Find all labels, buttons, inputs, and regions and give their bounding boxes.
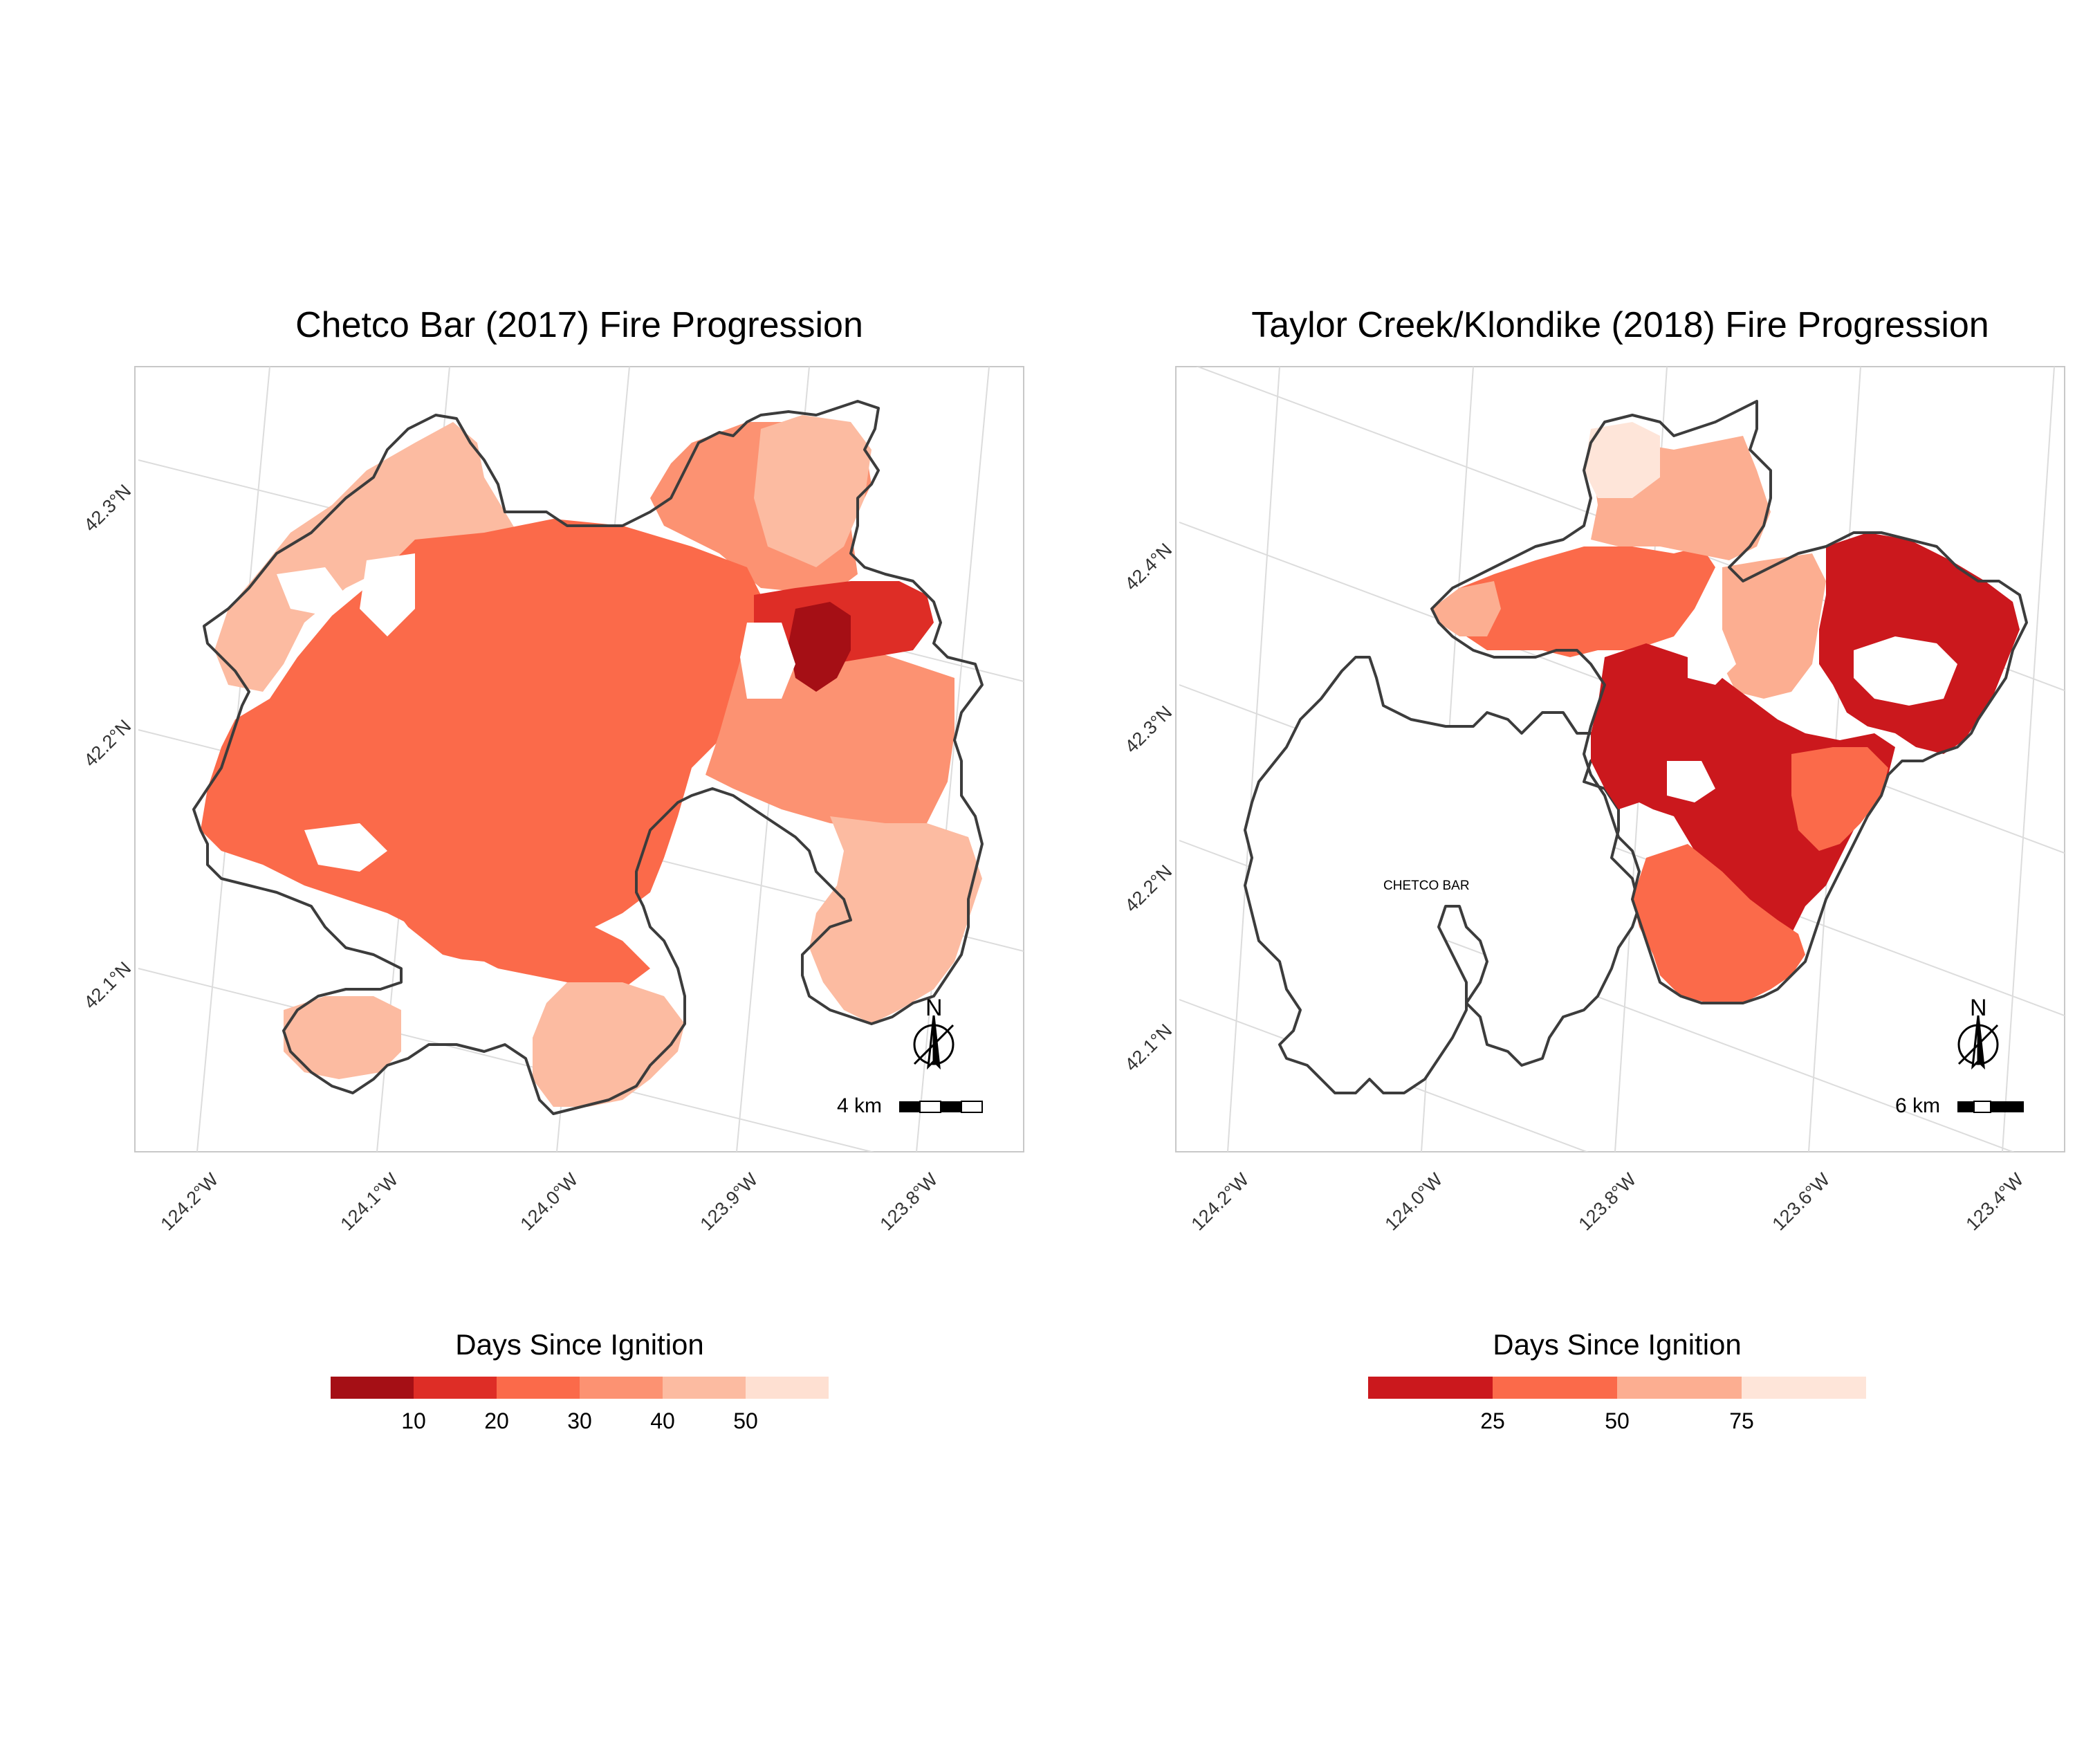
left-island-4	[304, 823, 387, 872]
left-zone-50-se	[809, 816, 982, 1024]
left-legend-swatch	[580, 1377, 663, 1399]
right-legend-swatch	[1493, 1377, 1617, 1399]
left-legend-tick: 20	[484, 1408, 509, 1433]
right-legend-swatch	[1368, 1377, 1493, 1399]
right-zone-50-w	[1432, 546, 1715, 657]
right-legend-title: Days Since Ignition	[1493, 1328, 1742, 1361]
left-zone-50	[214, 422, 526, 692]
right-legend-swatch	[1617, 1377, 1742, 1399]
left-legend-tick: 10	[401, 1408, 426, 1433]
right-chetco-bar-perimeter	[1244, 656, 1641, 1094]
left-fire-perimeter	[192, 400, 984, 1115]
right-zone-50-e	[1791, 747, 1888, 851]
left-legend-swatch	[497, 1377, 580, 1399]
left-map	[134, 366, 1024, 1152]
left-legend-colorbar	[331, 1377, 829, 1399]
right-zone-75-c	[1722, 553, 1826, 699]
right-map-title: Taylor Creek/Klondike (2018) Fire Progre…	[1251, 305, 1989, 345]
right-zone-25-main	[1591, 643, 1895, 948]
left-north-label: N	[925, 995, 943, 1021]
left-north-arrow-icon	[913, 1015, 954, 1070]
right-north-arrow-icon	[1957, 1015, 1999, 1070]
right-scale-label: 6 km	[1895, 1094, 1941, 1117]
right-legend-colorbar	[1368, 1377, 1866, 1399]
right-fire-perimeter	[1430, 400, 2028, 1004]
left-zone-50-s	[533, 982, 685, 1107]
left-island-2	[360, 553, 415, 636]
left-zone-50-sw	[284, 996, 401, 1079]
right-map	[1175, 366, 2065, 1152]
right-zone-75-w	[1432, 581, 1501, 636]
left-map-title: Chetco Bar (2017) Fire Progression	[295, 305, 863, 345]
right-legend-tick: 75	[1729, 1408, 1754, 1433]
left-island-5	[415, 955, 526, 1003]
right-fire-progression	[1432, 422, 2020, 1003]
left-legend-swatch	[663, 1377, 746, 1399]
right-zone-100-n	[1584, 422, 1660, 498]
right-legend-tick: 50	[1605, 1408, 1630, 1433]
right-zone-50-s	[1632, 844, 1805, 1003]
right-north-label: N	[1970, 995, 1987, 1021]
left-island-1	[277, 567, 346, 616]
left-fire-progression	[201, 415, 982, 1107]
left-legend-swatch	[746, 1377, 829, 1399]
left-island-3	[740, 623, 795, 699]
left-scale-bar	[899, 1101, 983, 1113]
left-legend-tick: 40	[650, 1408, 675, 1433]
right-scale-bar	[1957, 1101, 2024, 1113]
right-island-2	[1688, 630, 1736, 685]
left-legend-tick: 30	[567, 1408, 592, 1433]
left-scale-label: 4 km	[837, 1094, 883, 1117]
left-legend-swatch	[414, 1377, 497, 1399]
right-legend-swatch	[1742, 1377, 1866, 1399]
right-island-3	[1667, 761, 1715, 802]
left-legend-swatch	[331, 1377, 414, 1399]
left-zone-30-s	[387, 899, 650, 989]
chetco-bar-label: CHETCO BAR	[1383, 879, 1470, 893]
right-legend-tick: 25	[1480, 1408, 1505, 1433]
left-legend-title: Days Since Ignition	[455, 1328, 704, 1361]
left-zone-50-ne	[754, 415, 872, 567]
left-zone-10	[788, 602, 851, 692]
right-island-1	[1854, 636, 1957, 706]
left-legend-tick: 50	[733, 1408, 758, 1433]
